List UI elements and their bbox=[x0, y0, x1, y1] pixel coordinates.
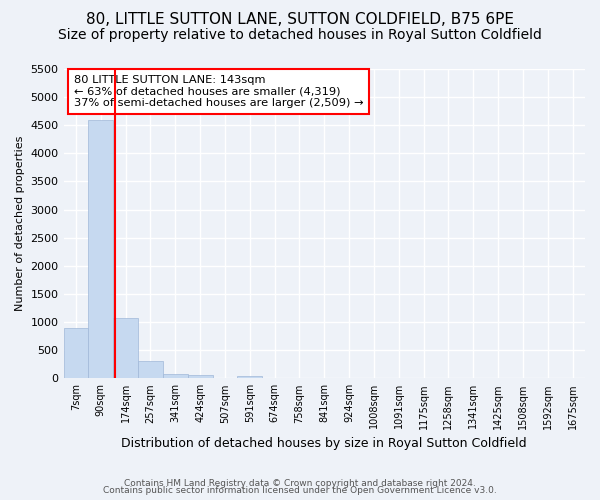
Text: Size of property relative to detached houses in Royal Sutton Coldfield: Size of property relative to detached ho… bbox=[58, 28, 542, 42]
Bar bbox=[238, 376, 262, 378]
Bar bbox=[138, 362, 163, 378]
Text: Contains HM Land Registry data © Crown copyright and database right 2024.: Contains HM Land Registry data © Crown c… bbox=[124, 478, 476, 488]
Text: 80 LITTLE SUTTON LANE: 143sqm
← 63% of detached houses are smaller (4,319)
37% o: 80 LITTLE SUTTON LANE: 143sqm ← 63% of d… bbox=[74, 75, 364, 108]
Bar bbox=[64, 328, 88, 378]
Bar bbox=[113, 318, 138, 378]
Text: Contains public sector information licensed under the Open Government Licence v3: Contains public sector information licen… bbox=[103, 486, 497, 495]
Bar bbox=[163, 374, 188, 378]
Text: 80, LITTLE SUTTON LANE, SUTTON COLDFIELD, B75 6PE: 80, LITTLE SUTTON LANE, SUTTON COLDFIELD… bbox=[86, 12, 514, 28]
Y-axis label: Number of detached properties: Number of detached properties bbox=[15, 136, 25, 312]
Bar bbox=[188, 374, 212, 378]
Bar bbox=[88, 120, 113, 378]
X-axis label: Distribution of detached houses by size in Royal Sutton Coldfield: Distribution of detached houses by size … bbox=[121, 437, 527, 450]
